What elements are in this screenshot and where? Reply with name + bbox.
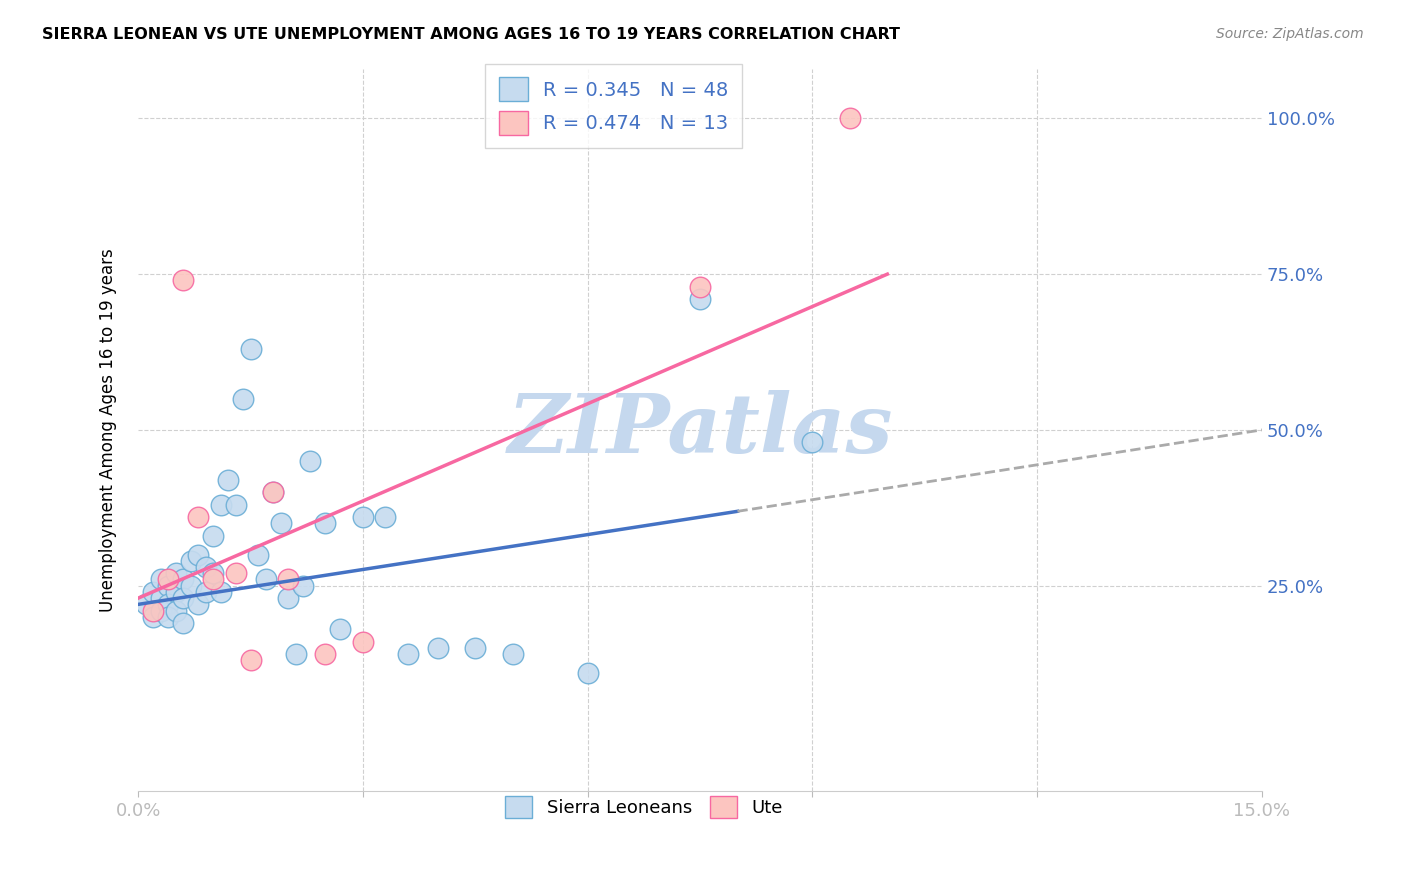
Point [299,454,322,468]
Point [165,604,187,618]
Point [209,498,232,512]
Point [262,485,284,500]
Point [194,585,217,599]
Point [157,573,180,587]
Point [689,292,711,306]
Point [142,610,165,624]
Point [142,585,165,599]
Point [314,647,336,661]
Point [157,598,180,612]
Point [172,616,194,631]
Point [352,634,374,648]
Y-axis label: Unemployment Among Ages 16 to 19 years: Unemployment Among Ages 16 to 19 years [100,248,117,612]
Point [172,273,194,287]
Point [284,647,307,661]
Point [149,573,172,587]
Point [202,529,225,543]
Point [187,510,209,524]
Point [838,112,860,126]
Point [180,579,202,593]
Point [396,647,419,661]
Point [180,554,202,568]
Point [157,579,180,593]
Point [225,566,247,581]
Point [329,622,352,636]
Point [239,342,262,356]
Point [314,516,336,531]
Point [689,279,711,293]
Text: Source: ZipAtlas.com: Source: ZipAtlas.com [1216,27,1364,41]
Point [135,598,157,612]
Point [149,604,172,618]
Point [502,647,524,661]
Point [202,566,225,581]
Point [165,585,187,599]
Point [576,665,599,680]
Text: SIERRA LEONEAN VS UTE UNEMPLOYMENT AMONG AGES 16 TO 19 YEARS CORRELATION CHART: SIERRA LEONEAN VS UTE UNEMPLOYMENT AMONG… [42,27,900,42]
Point [217,473,239,487]
Point [374,510,396,524]
Point [157,610,180,624]
Point [172,591,194,606]
Point [270,516,292,531]
Point [209,585,232,599]
Point [187,598,209,612]
Point [239,653,262,667]
Point [165,566,187,581]
Point [277,591,299,606]
Point [254,573,277,587]
Point [194,560,217,574]
Point [149,591,172,606]
Point [277,573,299,587]
Point [801,435,824,450]
Point [262,485,284,500]
Point [187,548,209,562]
Point [464,640,486,655]
Point [202,573,225,587]
Point [247,548,270,562]
Text: ZIPatlas: ZIPatlas [508,390,893,470]
Point [426,640,449,655]
Point [172,573,194,587]
Legend: Sierra Leoneans, Ute: Sierra Leoneans, Ute [498,789,790,826]
Point [292,579,315,593]
Point [352,510,374,524]
Point [232,392,254,406]
Point [142,604,165,618]
Point [225,498,247,512]
